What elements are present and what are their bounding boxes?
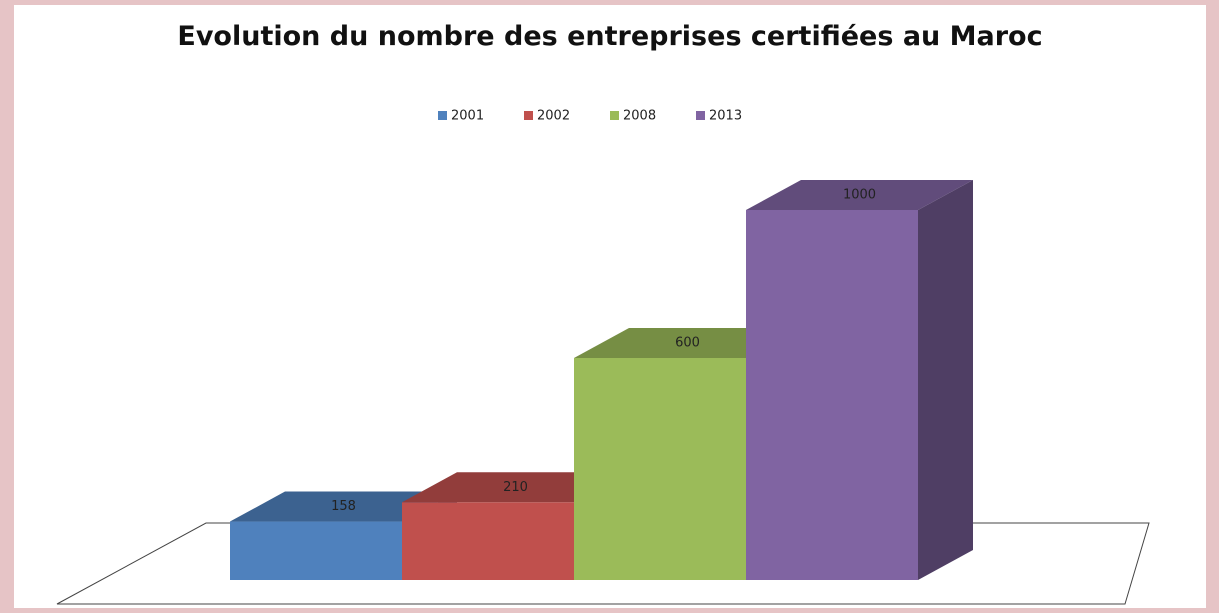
- bar: [230, 521, 402, 580]
- bar: [746, 210, 918, 580]
- bar-top: [402, 472, 629, 503]
- legend-label: 2008: [623, 109, 656, 124]
- chart-title: Evolution du nombre des entreprises cert…: [177, 21, 1043, 52]
- bar-top: [574, 328, 801, 358]
- bar-top: [746, 180, 973, 210]
- bar: [402, 502, 574, 580]
- bar-top: [230, 491, 457, 522]
- data-label: 158: [331, 499, 356, 514]
- data-label: 1000: [843, 188, 876, 203]
- data-label: 210: [503, 480, 528, 495]
- legend-label: 2013: [709, 109, 742, 124]
- bar: [574, 358, 746, 580]
- legend-label: 2001: [451, 109, 484, 124]
- legend-swatch: [438, 111, 447, 120]
- legend-label: 2002: [537, 109, 570, 124]
- data-label: 600: [675, 336, 700, 351]
- legend-swatch: [524, 111, 533, 120]
- bar-side: [918, 180, 973, 580]
- legend-swatch: [696, 111, 705, 120]
- legend-swatch: [610, 111, 619, 120]
